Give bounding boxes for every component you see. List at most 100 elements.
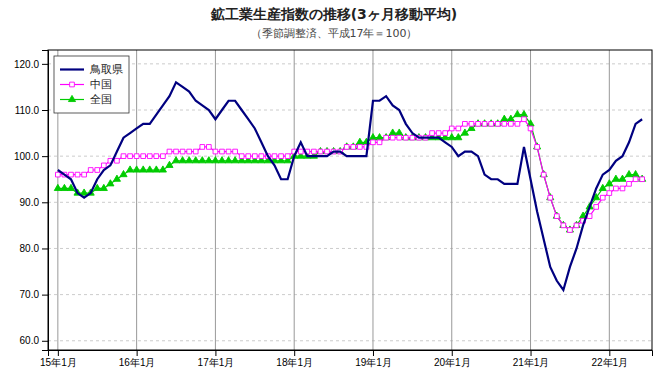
series-marker: [285, 154, 290, 159]
series-marker: [389, 129, 396, 135]
x-tick-label: 22年1月: [591, 357, 628, 368]
series-marker: [279, 154, 284, 159]
series-marker: [614, 186, 619, 191]
y-grid-line: [48, 63, 652, 64]
series-marker: [75, 172, 80, 177]
series-marker: [186, 157, 193, 163]
series-marker: [120, 171, 127, 177]
series-marker: [172, 157, 179, 163]
series-marker: [612, 175, 619, 181]
series-marker: [515, 122, 520, 127]
series-marker: [220, 149, 225, 154]
series-marker: [318, 149, 323, 154]
y-tick-mark: [42, 295, 48, 296]
series: [56, 117, 645, 232]
series-marker: [232, 157, 239, 163]
x-tick-mark: [531, 350, 532, 356]
y-tick: 60.0: [20, 335, 48, 346]
legend-label: 鳥取県: [89, 63, 123, 76]
series-marker: [88, 168, 93, 173]
series-marker: [625, 171, 632, 177]
y-grid-line: [48, 340, 652, 341]
series-marker: [456, 126, 461, 131]
x-tick: 15年1月: [40, 350, 77, 368]
series-marker: [566, 226, 573, 232]
series-marker: [159, 166, 166, 172]
series-marker: [350, 143, 357, 149]
series-marker: [482, 122, 487, 127]
marks: [54, 82, 645, 290]
legend-swatch: [60, 68, 84, 70]
series-marker: [627, 182, 632, 187]
series-marker: [200, 145, 205, 150]
x-grid-line: [451, 50, 452, 350]
series-marker: [547, 194, 554, 200]
y-axis-line: [42, 51, 49, 351]
series-marker: [133, 166, 140, 172]
plot: 15年1月16年1月17年1月18年1月19年1月20年1月21年1月22年1月…: [14, 50, 653, 368]
series-marker: [377, 140, 382, 145]
series-marker: [639, 175, 646, 181]
series-marker: [226, 149, 231, 154]
series-marker: [115, 158, 120, 163]
series-marker: [436, 131, 441, 136]
series-marker: [535, 145, 540, 150]
series-marker: [469, 122, 474, 127]
series-marker: [430, 131, 435, 136]
x-grid-line: [215, 50, 216, 350]
legend-item: 中国: [60, 78, 112, 91]
series-marker: [599, 184, 606, 190]
legend-box: [54, 56, 129, 113]
series-line: [58, 119, 642, 230]
x-tick-mark: [373, 350, 374, 356]
series-marker: [540, 171, 547, 177]
series-marker: [574, 223, 579, 228]
series-marker: [384, 135, 389, 140]
series-marker: [461, 129, 468, 135]
series-marker: [358, 145, 363, 150]
series-marker: [323, 147, 330, 153]
series-marker: [146, 166, 153, 172]
series-marker: [252, 154, 257, 159]
series-marker: [502, 122, 507, 127]
series-marker: [514, 111, 521, 117]
series-marker: [371, 140, 376, 145]
y-tick: 100.0: [14, 151, 48, 162]
series-marker: [199, 157, 206, 163]
series-marker: [166, 161, 173, 167]
series-marker: [448, 134, 455, 140]
series-marker: [474, 120, 481, 126]
series-marker: [192, 157, 199, 163]
x-tick-mark: [58, 350, 59, 356]
series-marker: [134, 154, 139, 159]
y-tick-label: 60.0: [20, 335, 40, 346]
title: 鉱工業生産指数の推移(3ヶ月移動平均): [210, 6, 458, 22]
series-marker: [101, 163, 106, 168]
series-marker: [476, 122, 481, 127]
series-marker: [561, 223, 566, 228]
legend-marker: [70, 82, 75, 87]
legend-item: 鳥取県: [60, 63, 123, 76]
series-marker: [522, 117, 527, 122]
x-tick-label: 18年1月: [276, 357, 313, 368]
series-marker: [187, 149, 192, 154]
series-marker: [449, 126, 454, 131]
series-marker: [369, 134, 376, 140]
series-marker: [213, 149, 218, 154]
series-marker: [568, 228, 573, 233]
y-tick-label: 120.0: [14, 59, 39, 70]
legend-item: 全国: [60, 93, 112, 106]
x-axis: 15年1月16年1月17年1月18年1月19年1月20年1月21年1月22年1月: [40, 350, 652, 368]
series-marker: [481, 120, 488, 126]
series-marker: [548, 195, 553, 200]
series-marker: [390, 135, 395, 140]
series-marker: [107, 180, 114, 186]
y-tick-mark: [42, 64, 48, 65]
series-marker: [141, 154, 146, 159]
series-marker: [239, 154, 244, 159]
series-marker: [488, 120, 495, 126]
legend-label: 全国: [90, 93, 112, 106]
plot-frame: [48, 50, 652, 350]
y-grid-line: [48, 294, 652, 295]
chart-container: 鉱工業生産指数の推移(3ヶ月移動平均)（季節調整済、平成17年＝100）15年1…: [0, 0, 668, 378]
